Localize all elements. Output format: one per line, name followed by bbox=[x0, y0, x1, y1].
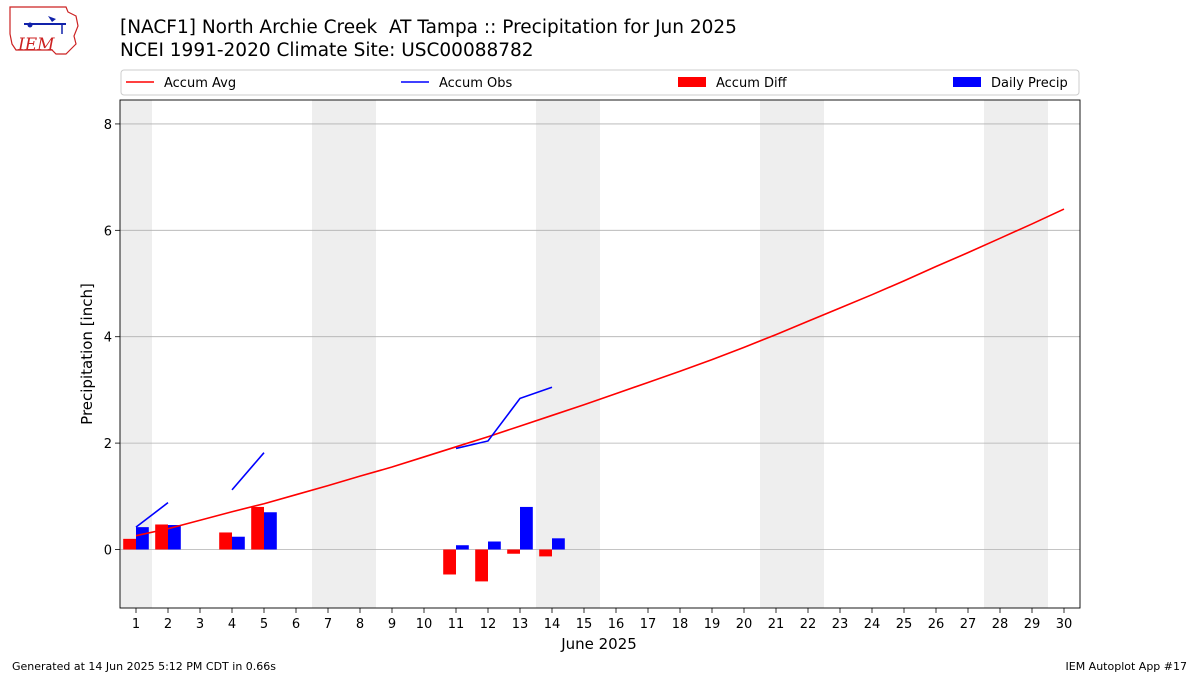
accum-obs-line bbox=[231, 452, 265, 491]
daily-precip-bar bbox=[552, 538, 565, 550]
x-tick-label: 23 bbox=[832, 617, 849, 632]
daily-precip-bar bbox=[232, 536, 245, 550]
daily-precip-bar bbox=[264, 512, 277, 550]
x-tick-label: 20 bbox=[736, 617, 753, 632]
weekend-band bbox=[792, 100, 824, 608]
legend-label: Accum Avg bbox=[164, 76, 236, 91]
weekend-band bbox=[120, 100, 152, 608]
x-tick-label: 25 bbox=[896, 617, 913, 632]
x-tick-label: 2 bbox=[164, 617, 172, 632]
weekend-band bbox=[984, 100, 1016, 608]
iem-logo: IEM bbox=[9, 6, 79, 55]
bars-layer bbox=[123, 506, 565, 582]
x-tick-label: 24 bbox=[864, 617, 881, 632]
daily-precip-bar bbox=[456, 545, 469, 550]
legend-label: Daily Precip bbox=[991, 76, 1068, 91]
svg-text:IEM: IEM bbox=[17, 35, 55, 55]
legend-swatch bbox=[678, 77, 706, 87]
x-tick-label: 9 bbox=[388, 617, 396, 632]
daily-precip-bar bbox=[488, 541, 501, 550]
legend: Accum Avg Accum Obs Accum Diff Daily Precip bbox=[120, 69, 1080, 96]
x-tick-label: 8 bbox=[356, 617, 364, 632]
weekend-bands bbox=[120, 100, 1048, 608]
x-tick-label: 30 bbox=[1056, 617, 1073, 632]
x-tick-label: 10 bbox=[416, 617, 433, 632]
x-tick-label: 13 bbox=[512, 617, 529, 632]
weekend-band bbox=[344, 100, 376, 608]
x-tick-label: 6 bbox=[292, 617, 300, 632]
plot-frame bbox=[119, 99, 1081, 609]
accum-diff-bar bbox=[155, 524, 168, 550]
weekend-band bbox=[1016, 100, 1048, 608]
y-tick-label: 0 bbox=[104, 543, 112, 558]
accum-diff-bar bbox=[219, 532, 232, 550]
accum-diff-bar bbox=[123, 538, 136, 550]
weekend-band bbox=[312, 100, 344, 608]
x-tick-label: 11 bbox=[448, 617, 465, 632]
x-tick-label: 29 bbox=[1024, 617, 1041, 632]
accum-obs-line bbox=[455, 386, 553, 450]
accum-obs-line bbox=[135, 502, 169, 528]
y-axis-label: Precipitation [inch] bbox=[78, 283, 96, 425]
accum-diff-bar bbox=[507, 549, 520, 554]
x-tick-label: 18 bbox=[672, 617, 689, 632]
x-tick-label: 12 bbox=[480, 617, 497, 632]
legend-box bbox=[120, 69, 1080, 96]
legend-label: Accum Diff bbox=[716, 76, 788, 91]
x-tick-label: 7 bbox=[324, 617, 332, 632]
chart-title: [NACF1] North Archie Creek AT Tampa :: P… bbox=[120, 17, 737, 38]
weekend-band bbox=[760, 100, 792, 608]
daily-precip-bar bbox=[136, 527, 149, 550]
x-tick-label: 16 bbox=[608, 617, 625, 632]
chart-subtitle: NCEI 1991-2020 Climate Site: USC00088782 bbox=[120, 40, 534, 61]
x-tick-label: 5 bbox=[260, 617, 268, 632]
grid-lines bbox=[120, 123, 1080, 550]
lines-layer bbox=[135, 208, 1065, 537]
x-tick-label: 14 bbox=[544, 617, 561, 632]
x-tick-label: 22 bbox=[800, 617, 817, 632]
x-tick-label: 28 bbox=[992, 617, 1009, 632]
x-axis-label: June 2025 bbox=[560, 635, 637, 653]
x-tick-label: 21 bbox=[768, 617, 785, 632]
x-tick-label: 3 bbox=[196, 617, 204, 632]
accum-diff-bar bbox=[443, 549, 456, 575]
weekend-band bbox=[568, 100, 600, 608]
legend-swatch bbox=[953, 77, 981, 87]
y-tick-label: 8 bbox=[104, 118, 112, 133]
generated-footer: Generated at 14 Jun 2025 5:12 PM CDT in … bbox=[12, 660, 277, 673]
x-tick-label: 1 bbox=[132, 617, 140, 632]
y-tick-label: 2 bbox=[104, 437, 112, 452]
y-tick-label: 4 bbox=[104, 331, 112, 346]
x-tick-label: 15 bbox=[576, 617, 593, 632]
legend-label: Accum Obs bbox=[439, 76, 512, 91]
x-tick-label: 27 bbox=[960, 617, 977, 632]
app-footer: IEM Autoplot App #17 bbox=[1065, 660, 1188, 673]
accum-diff-bar bbox=[251, 506, 264, 550]
daily-precip-bar bbox=[168, 525, 181, 550]
daily-precip-bar bbox=[520, 506, 533, 550]
x-tick-label: 17 bbox=[640, 617, 657, 632]
x-tick-label: 4 bbox=[228, 617, 236, 632]
accum-avg-line bbox=[135, 208, 1065, 537]
accum-diff-bar bbox=[475, 549, 488, 582]
x-tick-label: 19 bbox=[704, 617, 721, 632]
y-tick-label: 6 bbox=[104, 224, 112, 239]
accum-diff-bar bbox=[539, 549, 552, 557]
x-tick-label: 26 bbox=[928, 617, 945, 632]
weekend-band bbox=[536, 100, 568, 608]
